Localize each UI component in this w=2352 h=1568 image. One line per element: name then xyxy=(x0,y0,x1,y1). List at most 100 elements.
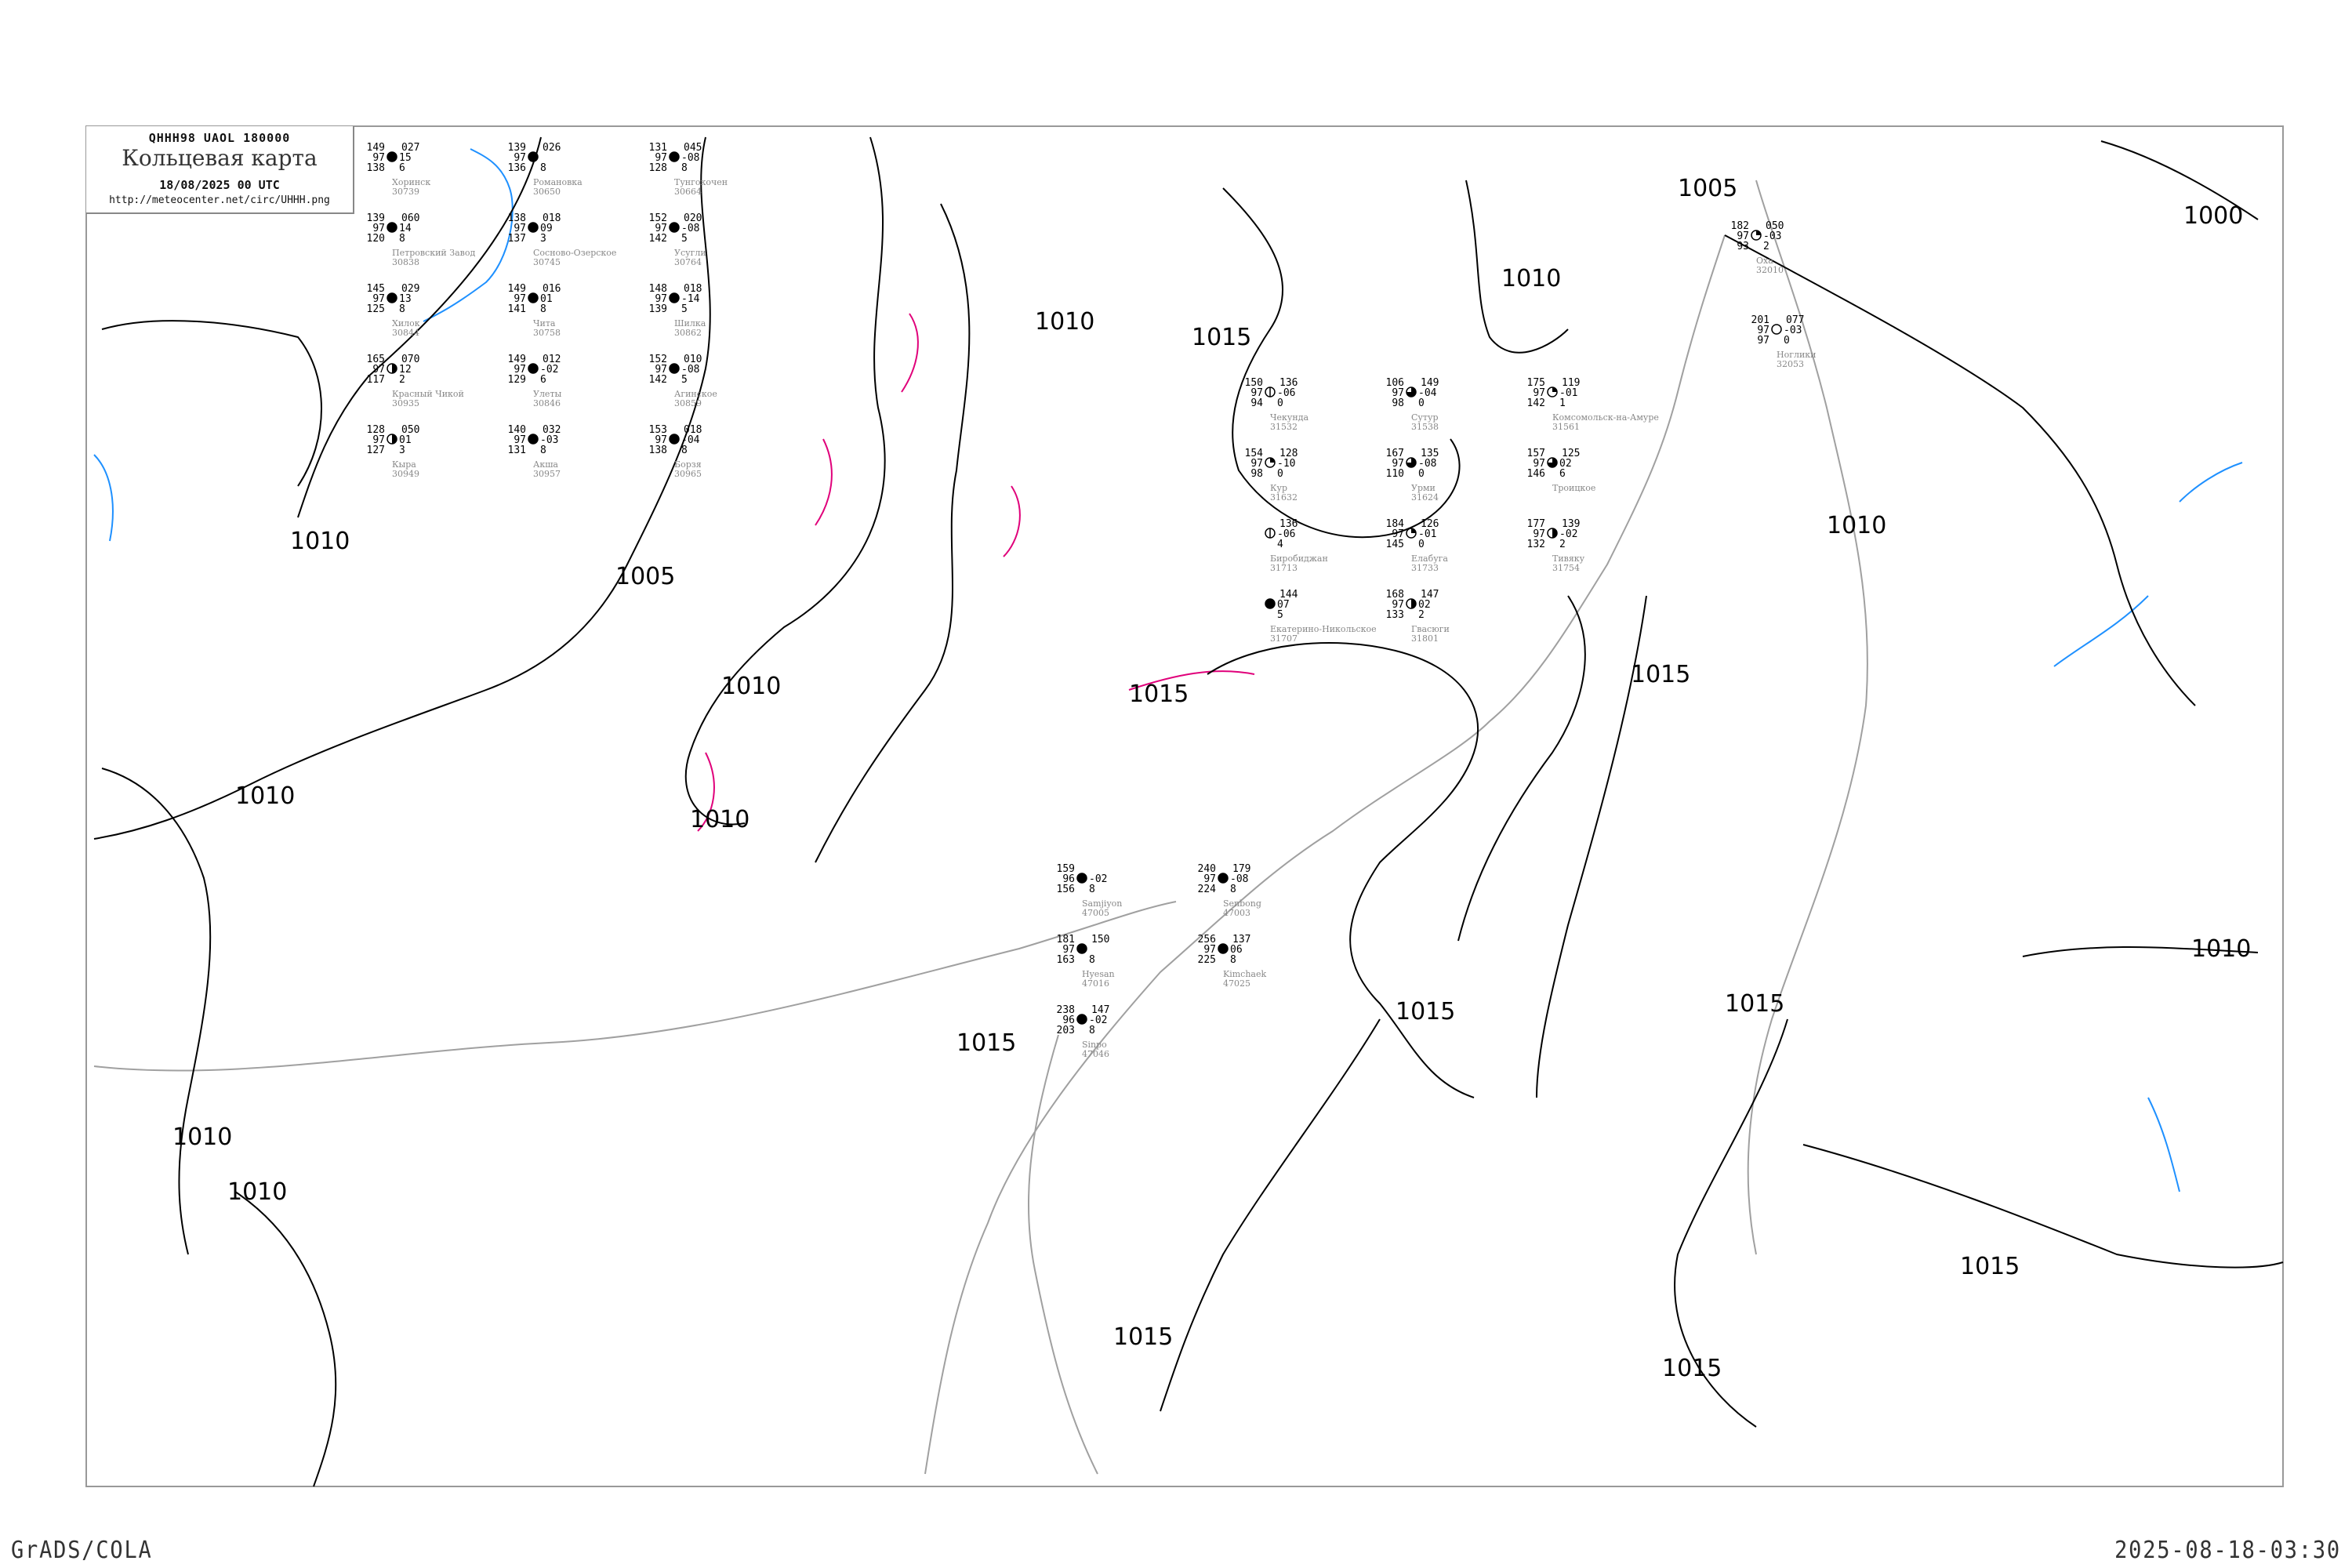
temperature: 167 xyxy=(1386,448,1404,459)
isobar-label: 1010 xyxy=(2191,935,2251,963)
temperature: 140 xyxy=(508,424,526,436)
station-name: Петровский Завод xyxy=(392,248,475,258)
station-name: Sinpo xyxy=(1082,1040,1107,1050)
station-name: Чита xyxy=(533,318,556,328)
temperature: 131 xyxy=(649,142,667,154)
cloud-quarter-icon xyxy=(1411,528,1416,533)
isobar-label: 1010 xyxy=(690,806,750,833)
station-name: Улеты xyxy=(533,389,562,399)
cloud-base: 6 xyxy=(399,162,405,174)
pressure: 012 xyxy=(543,354,561,365)
station-id: 30745 xyxy=(533,257,561,267)
pressure-tendency: -03 xyxy=(540,434,558,446)
cloud-base: 8 xyxy=(1089,884,1095,895)
isobar xyxy=(1724,234,2196,706)
visibility: 97 xyxy=(372,293,385,305)
pressure: 150 xyxy=(1091,934,1109,946)
isobar-label: 1010 xyxy=(1501,265,1561,292)
station-id: 32010 xyxy=(1756,265,1784,275)
cloud-three-quarter-icon xyxy=(1406,387,1416,397)
dewpoint: 120 xyxy=(367,233,385,245)
pressure-tendency: -08 xyxy=(681,223,699,234)
dewpoint: 138 xyxy=(649,445,667,456)
map-header: QHHH98 UAOL 180000 Кольцевая карта 18/08… xyxy=(86,126,354,214)
visibility: 97 xyxy=(655,152,667,164)
temperature: 256 xyxy=(1198,934,1216,946)
pressure-tendency: -01 xyxy=(1559,387,1577,399)
dewpoint: 98 xyxy=(1392,397,1404,409)
cloud-cover-icon xyxy=(528,363,539,374)
dewpoint: 137 xyxy=(508,233,526,245)
pressure-tendency: 02 xyxy=(1559,458,1572,470)
isobar-label: 1010 xyxy=(227,1178,287,1206)
visibility: 97 xyxy=(1392,528,1404,540)
visibility: 97 xyxy=(372,223,385,234)
station-id: 31538 xyxy=(1411,422,1439,432)
visibility: 97 xyxy=(514,152,526,164)
pressure: 077 xyxy=(1786,314,1804,326)
visibility: 97 xyxy=(1533,528,1545,540)
pressure-tendency: 09 xyxy=(540,223,553,234)
visibility: 97 xyxy=(1757,325,1769,336)
temperature: 148 xyxy=(649,283,667,295)
visibility: 97 xyxy=(655,223,667,234)
station-id: 30859 xyxy=(674,398,702,408)
cloud-cover-icon xyxy=(1218,943,1229,954)
station-id: 30957 xyxy=(533,469,561,479)
pressure: 050 xyxy=(401,424,419,436)
cloud-base: 0 xyxy=(1418,397,1425,409)
cloud-quarter-icon xyxy=(1552,387,1557,392)
pressure: 139 xyxy=(1562,518,1580,530)
isobar-labels: 1010100510101010101010101010101010151015… xyxy=(172,175,2251,1382)
dewpoint: 93 xyxy=(1737,241,1749,252)
cloud-cover-icon xyxy=(669,222,680,233)
cloud-half-icon xyxy=(1552,528,1557,538)
pressure: 144 xyxy=(1279,589,1298,601)
temperature: 175 xyxy=(1527,377,1545,389)
visibility: 97 xyxy=(1250,387,1263,399)
station-id: 30739 xyxy=(392,187,419,197)
pressure-tendency: -08 xyxy=(1418,458,1436,470)
station-id: 30862 xyxy=(674,328,702,338)
station-name: Красный Чикой xyxy=(392,389,464,399)
station-name: Биробиджан xyxy=(1270,554,1328,564)
isobar xyxy=(1536,595,1647,1098)
station-name: Акша xyxy=(533,459,558,470)
pressure: 026 xyxy=(543,142,561,154)
pressure: 126 xyxy=(1421,518,1439,530)
cloud-cover-icon xyxy=(1218,873,1229,884)
pressure-tendency: 12 xyxy=(399,364,412,376)
isobar-label: 1000 xyxy=(2183,202,2243,230)
pressure-tendency: -02 xyxy=(1559,528,1577,540)
temperature: 106 xyxy=(1386,377,1404,389)
station-id: 47046 xyxy=(1082,1049,1109,1059)
pressure: 010 xyxy=(684,354,702,365)
station-name: Samjiyon xyxy=(1082,898,1122,909)
isobar-label: 1010 xyxy=(235,782,295,810)
pressure-tendency: -14 xyxy=(681,293,700,305)
isobar xyxy=(1457,595,1586,942)
cloud-cover-icon xyxy=(528,151,539,162)
isobar-label: 1005 xyxy=(1678,175,1737,202)
isobar xyxy=(2022,946,2259,957)
dewpoint: 156 xyxy=(1057,884,1075,895)
temperature: 149 xyxy=(508,354,526,365)
dewpoint: 98 xyxy=(1250,468,1263,480)
pressure-tendency: -02 xyxy=(1089,873,1107,885)
station-name: Оха xyxy=(1756,256,1773,266)
isobars xyxy=(93,136,2284,1487)
isobar xyxy=(1222,187,1461,539)
cloud-cover-icon xyxy=(528,292,539,303)
dewpoint: 94 xyxy=(1250,397,1263,409)
dewpoint: 225 xyxy=(1198,954,1216,966)
cloud-base: 0 xyxy=(1418,468,1425,480)
